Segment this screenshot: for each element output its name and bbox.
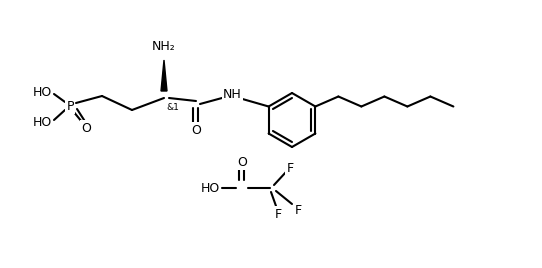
Text: F: F xyxy=(286,162,294,174)
Text: O: O xyxy=(191,124,201,136)
Text: NH₂: NH₂ xyxy=(152,40,176,54)
Text: F: F xyxy=(274,207,281,221)
Text: HO: HO xyxy=(33,116,51,128)
Text: NH: NH xyxy=(223,88,241,102)
Text: HO: HO xyxy=(33,85,51,99)
Text: O: O xyxy=(81,121,91,135)
Text: HO: HO xyxy=(201,181,220,195)
Text: O: O xyxy=(237,155,247,169)
Text: &1: &1 xyxy=(166,102,179,111)
Polygon shape xyxy=(161,60,167,91)
Text: P: P xyxy=(66,99,74,113)
Text: F: F xyxy=(294,203,301,217)
